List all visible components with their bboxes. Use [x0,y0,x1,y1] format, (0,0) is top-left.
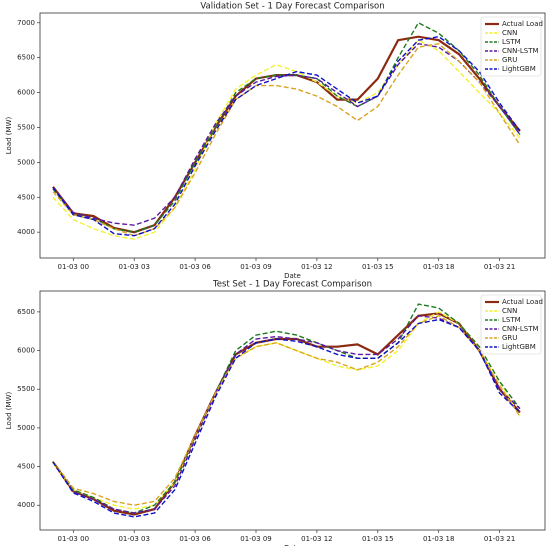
y-tick-label: 5500 [17,385,35,393]
y-axis-label: Load (MW) [5,392,13,430]
y-tick-label: 6000 [17,89,35,97]
legend-label: CNN [502,307,517,315]
series-line [52,303,521,514]
legend-label: CNN-LSTM [502,47,539,55]
series-line [52,35,521,234]
x-tick-label: 01-03 21 [484,535,515,543]
legend-label: CNN-LSTM [502,325,539,333]
legend-label: Actual Load [502,298,543,306]
legend-label: Actual Load [502,20,543,28]
chart-title: Validation Set - 1 Day Forecast Comparis… [200,2,384,12]
y-tick-label: 7000 [17,19,35,27]
y-tick-label: 6500 [17,308,35,316]
y-tick-label: 5000 [17,424,35,432]
legend-label: CNN [502,29,517,37]
series-line [52,42,521,237]
legend-box [480,16,542,77]
y-tick-label: 5500 [17,123,35,131]
series-line [52,318,521,518]
legend-label: LightGBM [502,343,536,351]
series-line [52,315,521,506]
y-tick-label: 4000 [17,501,35,509]
legend-label: LightGBM [502,65,536,73]
chart-title: Test Set - 1 Day Forecast Comparison [212,280,372,290]
x-tick-label: 01-03 12 [301,263,332,271]
series-line [52,312,521,516]
plot-frame [39,12,546,259]
x-tick-label: 01-03 03 [118,535,149,543]
y-tick-label: 6000 [17,347,35,355]
chart: Validation Set - 1 Day Forecast Comparis… [5,2,546,280]
y-tick-label: 5000 [17,158,35,166]
x-axis-label: Date [284,272,301,280]
y-axis-label: Load (MW) [5,117,13,155]
legend-label: GRU [502,334,517,342]
x-tick-label: 01-03 03 [118,263,149,271]
x-tick-label: 01-03 18 [423,535,454,543]
legend-label: GRU [502,56,517,64]
series-line [52,315,521,514]
x-tick-label: 01-03 09 [240,263,271,271]
x-tick-label: 01-03 15 [362,535,393,543]
y-tick-label: 6500 [17,54,35,62]
y-tick-label: 4000 [17,228,35,236]
series-line [52,39,521,240]
y-tick-label: 4500 [17,193,35,201]
x-tick-label: 01-03 09 [240,535,271,543]
plot-frame [39,290,546,531]
series-line [52,35,521,237]
x-axis-label: Date [284,544,301,546]
legend-label: LSTM [502,316,521,324]
series-line [52,311,521,510]
x-tick-label: 01-03 06 [179,535,211,543]
x-tick-label: 01-03 12 [301,535,332,543]
series-line [52,42,521,226]
x-tick-label: 01-03 00 [58,535,89,543]
y-tick-label: 4500 [17,463,35,471]
series-line [52,21,521,233]
x-tick-label: 01-03 15 [362,263,393,271]
x-tick-label: 01-03 18 [423,263,454,271]
chart: Test Set - 1 Day Forecast Comparison 4000… [5,280,546,546]
x-tick-label: 01-03 00 [58,263,89,271]
legend-box [480,294,542,355]
x-tick-label: 01-03 06 [179,263,211,271]
legend-label: LSTM [502,38,521,46]
x-tick-label: 01-03 21 [484,263,515,271]
